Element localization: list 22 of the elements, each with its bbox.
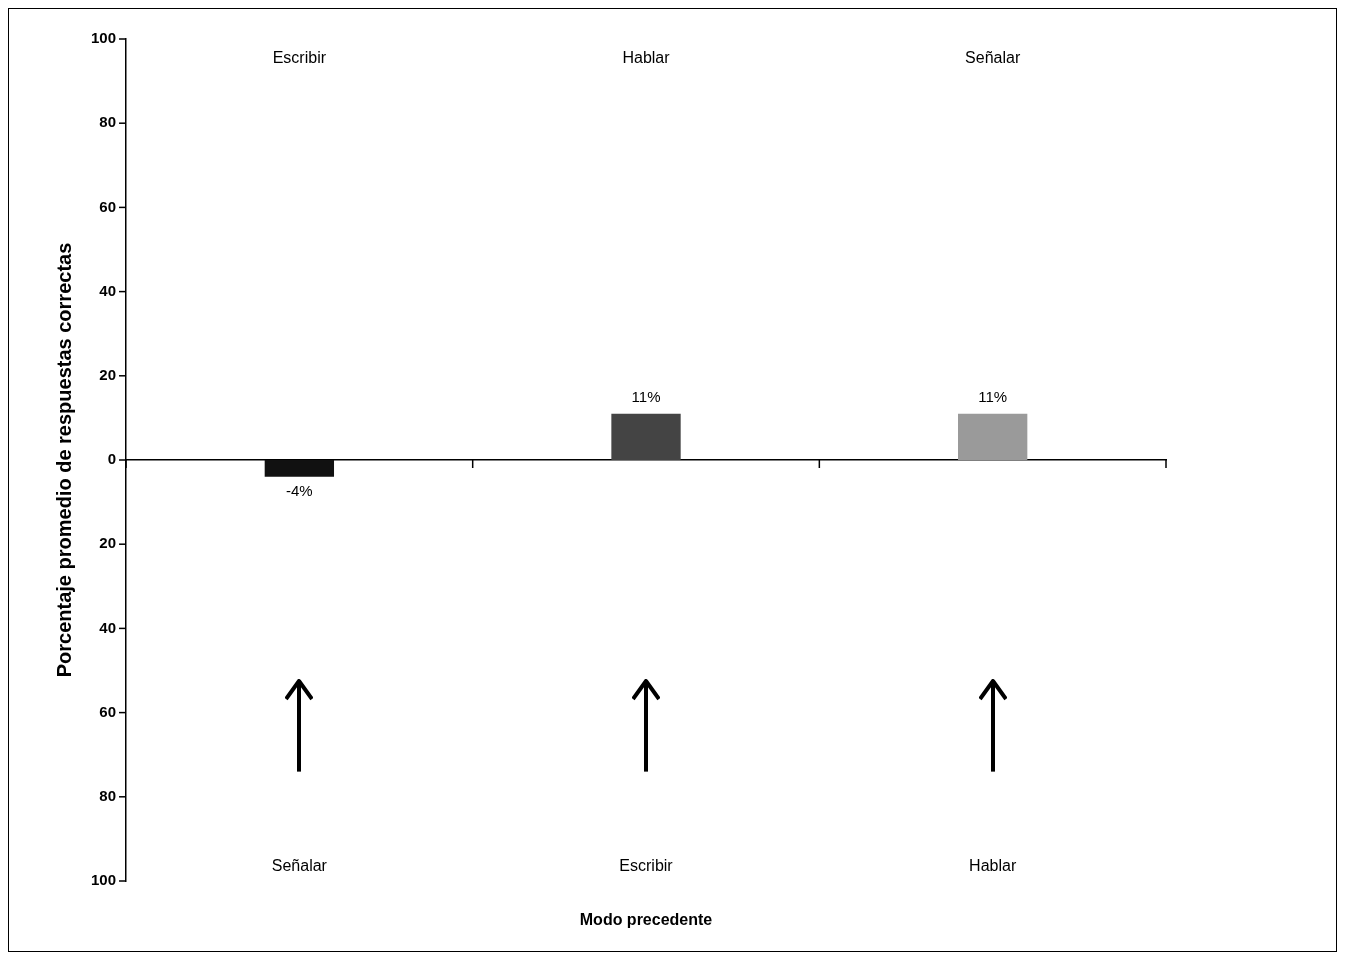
x-tick-label: Hablar bbox=[969, 857, 1017, 875]
x-axis-title: Modo precedente bbox=[579, 911, 713, 929]
y-axis-title: Porcentaje promedio de respuestas correctas bbox=[52, 242, 75, 678]
data-label: 11% bbox=[978, 388, 1008, 406]
data-label: 11% bbox=[631, 388, 661, 406]
y-tick-label: 0 bbox=[107, 450, 117, 468]
y-tick-label: 40 bbox=[99, 281, 117, 299]
y-tick-label: 100 bbox=[91, 871, 117, 889]
x-tick-label: Escribir bbox=[619, 857, 674, 875]
y-tick-label: 60 bbox=[99, 197, 117, 215]
y-tick-label: 80 bbox=[99, 113, 117, 131]
annotation: Hablar bbox=[622, 49, 671, 67]
y-tick-label: 60 bbox=[99, 702, 117, 720]
y-tick-label: 20 bbox=[99, 365, 117, 383]
y-tick-label: 20 bbox=[99, 534, 117, 552]
y-tick-label: 80 bbox=[99, 786, 117, 804]
y-tick-label: 100 bbox=[91, 29, 117, 47]
annotation: Señalar bbox=[965, 49, 1021, 67]
y-tick-label: 40 bbox=[99, 618, 117, 636]
annotation: Escribir bbox=[272, 49, 327, 67]
x-tick-label: Señalar bbox=[271, 857, 328, 875]
data-label: -4% bbox=[286, 482, 313, 500]
